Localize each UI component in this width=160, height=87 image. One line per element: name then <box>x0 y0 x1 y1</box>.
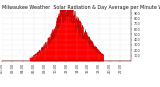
Text: Milwaukee Weather  Solar Radiation & Day Average per Minute W/m2 (Today): Milwaukee Weather Solar Radiation & Day … <box>2 5 160 10</box>
